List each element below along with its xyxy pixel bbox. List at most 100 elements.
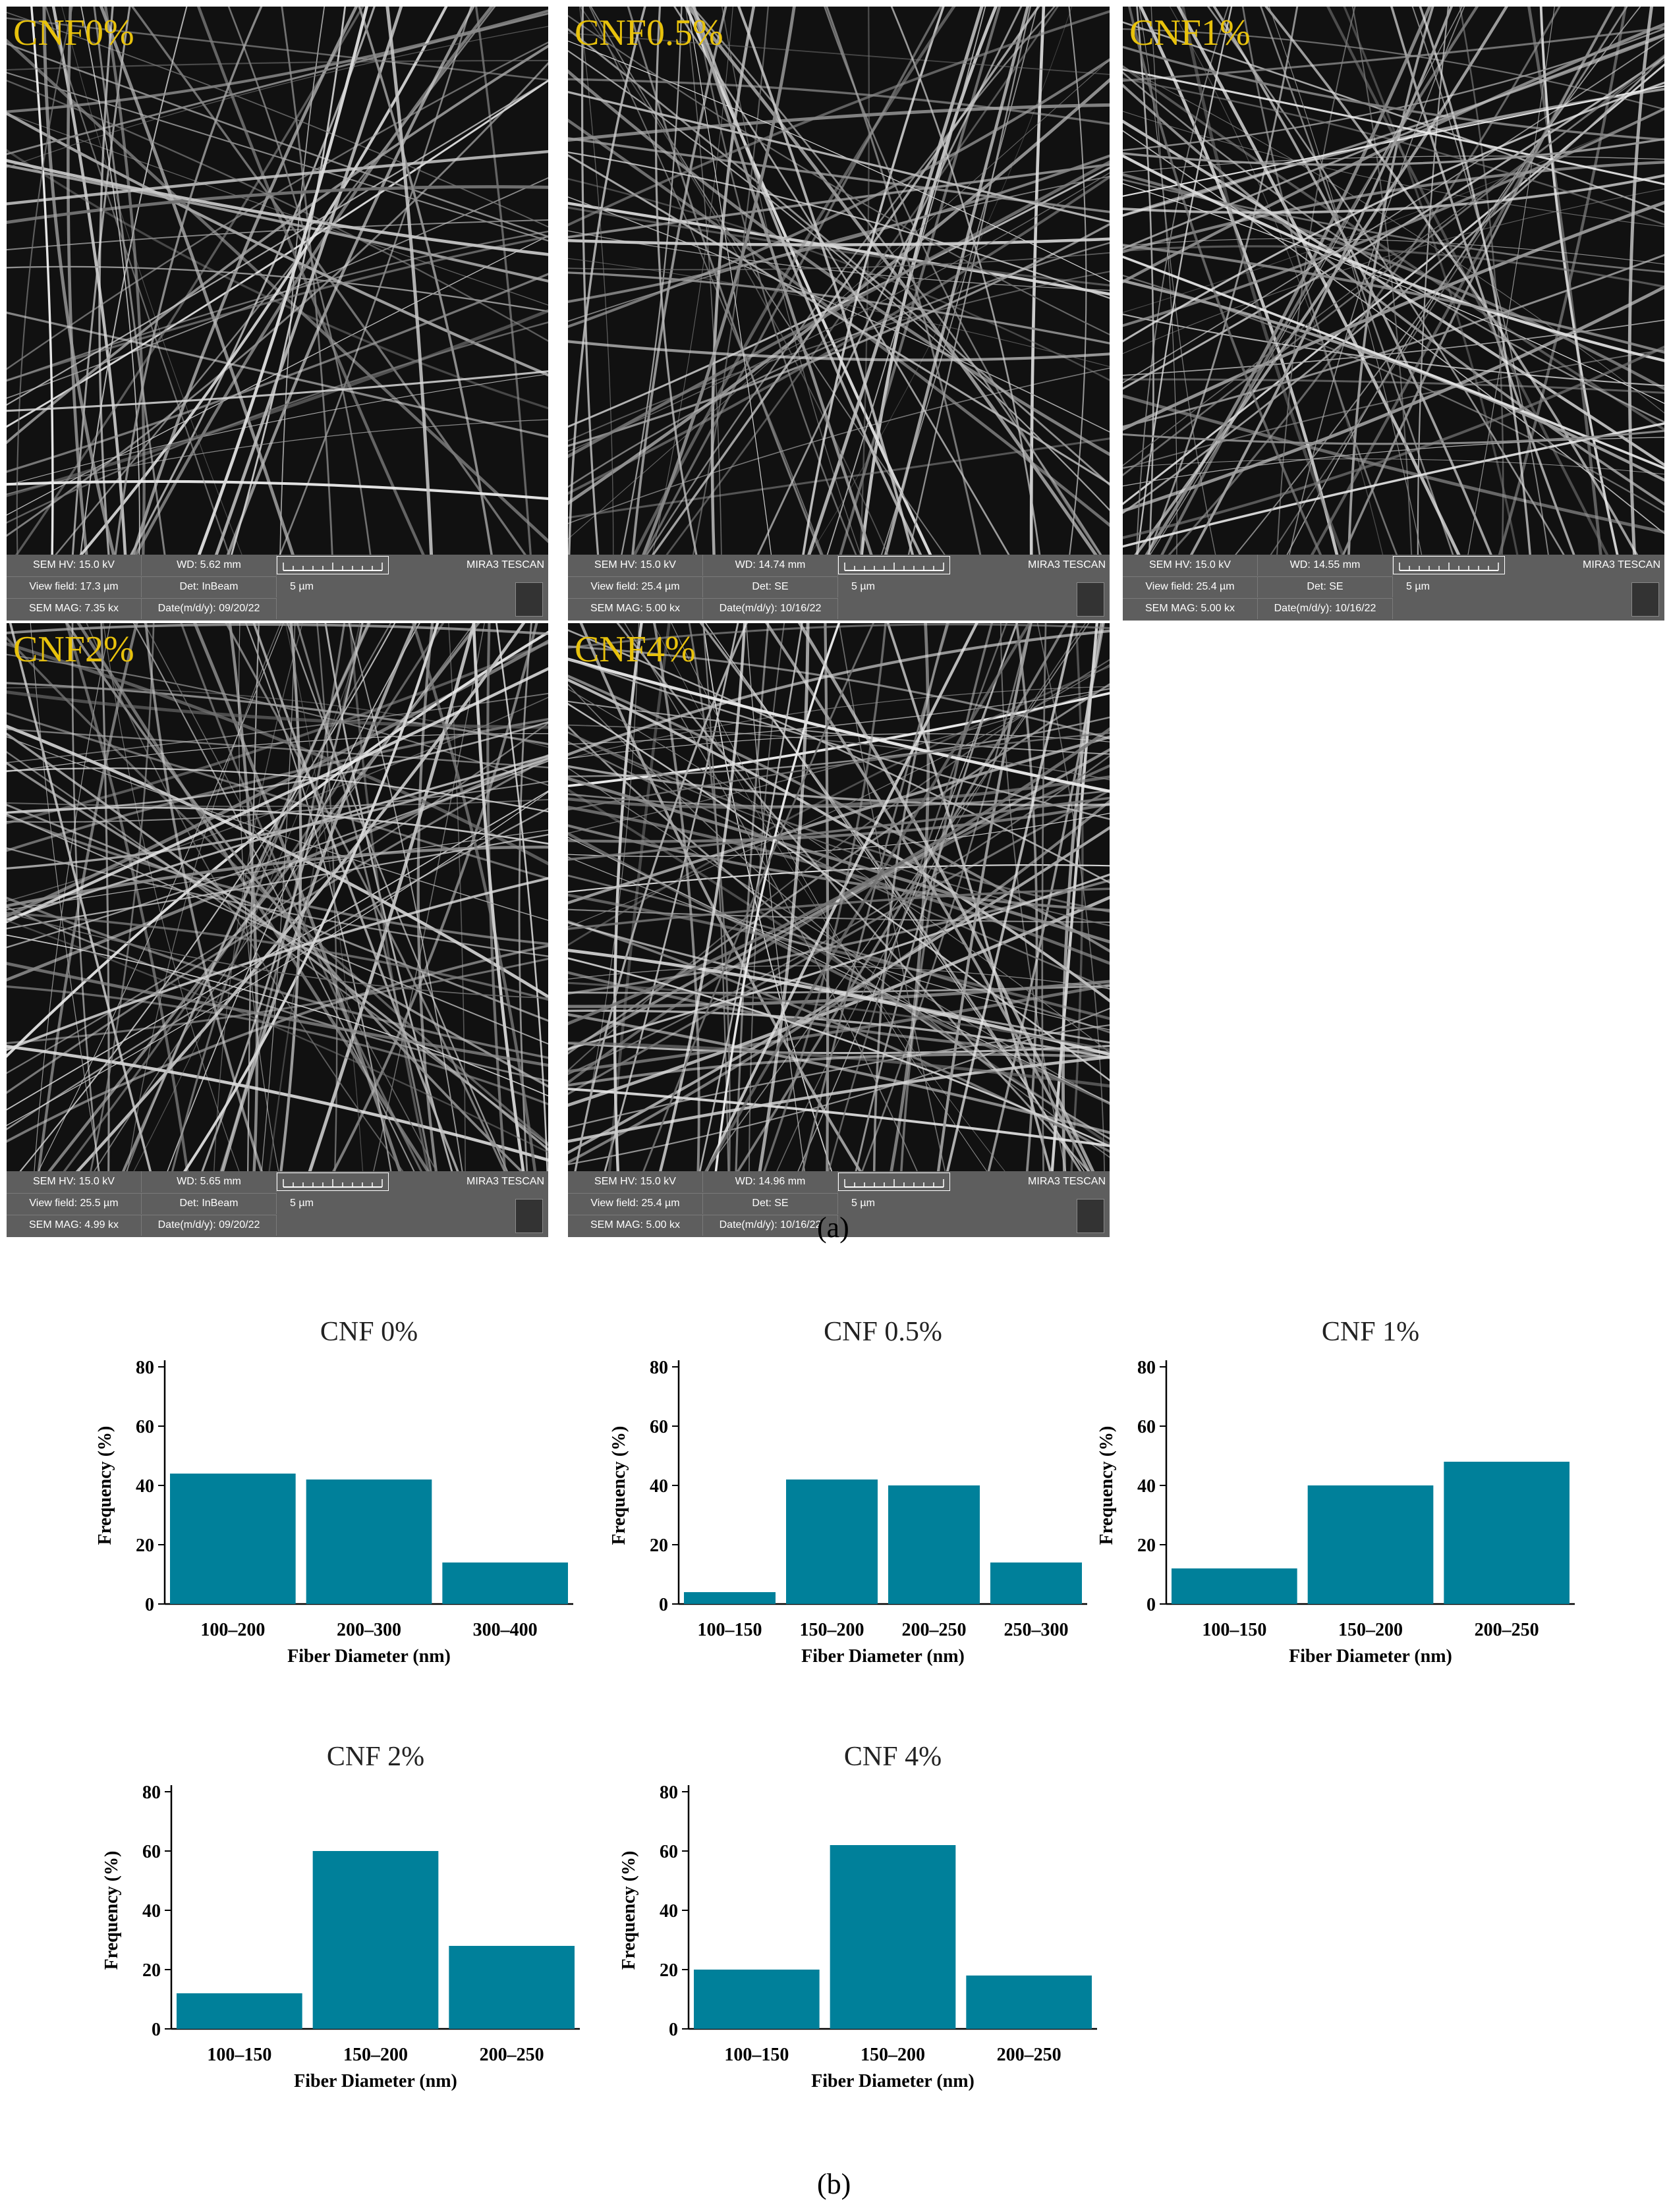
fiber-strand xyxy=(7,164,548,283)
y-tick-label: 40 xyxy=(1137,1476,1156,1497)
histogram-bar xyxy=(312,1851,439,2029)
fiber-strand xyxy=(568,732,1110,811)
fiber-strand xyxy=(643,7,943,555)
fiber-strand xyxy=(568,271,1110,442)
y-axis-label: Frequency (%) xyxy=(95,1426,115,1545)
fiber-strand xyxy=(7,754,548,921)
sem-scale-label: 5 µm xyxy=(290,581,314,592)
fiber-strand xyxy=(1123,238,1664,265)
y-tick-label: 80 xyxy=(142,1783,161,1803)
sem-view-field: View field: 25.5 µm xyxy=(7,1193,142,1214)
fiber-strand xyxy=(1123,65,1664,431)
histogram-chart: CNF 2% 0 20 40 60 80 100–150 150–200 200–250 Fibe… xyxy=(86,1729,586,2141)
sem-detector: Det: SE xyxy=(703,1193,838,1214)
fiber-strand xyxy=(7,26,548,169)
y-tick-label: 0 xyxy=(1146,1595,1156,1615)
fiber-strand xyxy=(568,623,1110,649)
fiber-strand xyxy=(98,7,114,555)
sem-brand: MIRA3 TESCAN xyxy=(1583,559,1660,570)
histogram-bar xyxy=(1172,1568,1297,1604)
sem-label: CNF2% xyxy=(13,629,134,670)
fiber-strand xyxy=(7,781,548,823)
tescan-logo-icon xyxy=(1077,582,1104,617)
fiber-strand xyxy=(702,623,833,1171)
x-tick-label: 200–300 xyxy=(337,1620,401,1640)
histogram-bar xyxy=(786,1479,878,1604)
fiber-strand xyxy=(474,7,532,555)
chart-title: CNF 2% xyxy=(327,1742,424,1772)
scale-bar-icon xyxy=(277,1173,389,1191)
fiber-strand xyxy=(416,623,438,1171)
fiber-strand xyxy=(646,7,1056,555)
sem-label: CNF1% xyxy=(1129,13,1251,53)
fiber-strand xyxy=(63,623,445,1171)
sem-date: Date(m/d/y): 10/16/22 xyxy=(703,598,838,619)
chart-title: CNF 4% xyxy=(844,1742,942,1772)
fiber-strand xyxy=(495,623,548,1171)
fiber-strand xyxy=(285,623,364,1171)
sem-panel: CNF0.5% SEM HV: 15.0 kV WD: 14.74 mm MIRA3… xyxy=(568,7,1110,621)
fiber-strand xyxy=(574,623,748,1171)
fiber-strand xyxy=(568,965,1110,989)
x-tick-label: 200–250 xyxy=(997,2045,1061,2065)
fiber-strand xyxy=(7,833,548,929)
y-axis-label: Frequency (%) xyxy=(101,1851,122,1970)
fiber-strand xyxy=(756,7,1023,555)
histogram-bar xyxy=(888,1485,980,1604)
sem-hv: SEM HV: 15.0 kV xyxy=(7,555,142,576)
sem-image xyxy=(7,7,548,555)
fiber-strand xyxy=(568,7,646,555)
fiber-strand xyxy=(568,675,1110,953)
fiber-strand xyxy=(1498,7,1627,555)
fiber-strand xyxy=(7,692,548,763)
fiber-strand xyxy=(80,7,140,555)
fiber-strand xyxy=(7,43,548,238)
fiber-strand xyxy=(568,32,1110,75)
sem-image xyxy=(7,623,548,1171)
y-tick-label: 80 xyxy=(660,1783,678,1803)
sem-brand: MIRA3 TESCAN xyxy=(1028,1176,1106,1187)
fiber-strand xyxy=(568,826,1110,1155)
fiber-strand xyxy=(279,623,302,1171)
fiber-strand xyxy=(652,7,1040,555)
fiber-strand xyxy=(568,172,1110,453)
fiber-strand xyxy=(261,623,296,1171)
fiber-strand xyxy=(1000,623,1067,1171)
fiber-strand xyxy=(1149,7,1463,555)
y-axis-label: Frequency (%) xyxy=(619,1851,639,1970)
fiber-strand xyxy=(828,623,1008,1171)
histogram-bar xyxy=(170,1474,296,1604)
histogram-bar xyxy=(966,1976,1092,2029)
x-axis-label: Fiber Diameter (nm) xyxy=(1289,1646,1452,1667)
fiber-strand xyxy=(7,311,548,438)
y-tick-label: 0 xyxy=(145,1595,154,1615)
fiber-strand xyxy=(38,623,284,1171)
fiber-strand xyxy=(1123,33,1664,250)
fiber-strand xyxy=(658,623,747,1171)
y-axis-label: Frequency (%) xyxy=(609,1426,629,1545)
sem-view-field: View field: 17.3 µm xyxy=(7,576,142,597)
fiber-strand xyxy=(167,623,420,1171)
fiber-strand xyxy=(226,7,475,555)
fiber-strand xyxy=(7,754,548,982)
fiber-strand xyxy=(568,206,1110,287)
sem-scale-label: 5 µm xyxy=(851,1198,875,1209)
fiber-strand xyxy=(568,58,1110,328)
histogram-bar xyxy=(306,1479,432,1604)
histogram-chart: CNF 1% 0 20 40 60 80 100–150 150–200 200–250 Fibe… xyxy=(1081,1304,1581,1716)
x-tick-label: 100–150 xyxy=(724,2045,789,2065)
fiber-strand xyxy=(221,623,417,1171)
fiber-strand xyxy=(114,7,263,555)
tescan-logo-icon xyxy=(515,582,543,617)
fiber-strand xyxy=(568,735,1110,904)
fiber-strand xyxy=(99,7,295,555)
y-tick-label: 0 xyxy=(152,2020,161,2040)
y-tick-label: 40 xyxy=(660,1901,678,1922)
y-tick-label: 40 xyxy=(142,1901,161,1922)
tescan-logo-icon xyxy=(1631,582,1659,617)
sem-view-field: View field: 25.4 µm xyxy=(568,1193,703,1214)
fiber-strand xyxy=(797,623,1095,1171)
x-tick-label: 300–400 xyxy=(473,1620,538,1640)
fiber-strand xyxy=(1123,188,1664,354)
y-tick-label: 0 xyxy=(669,2020,678,2040)
